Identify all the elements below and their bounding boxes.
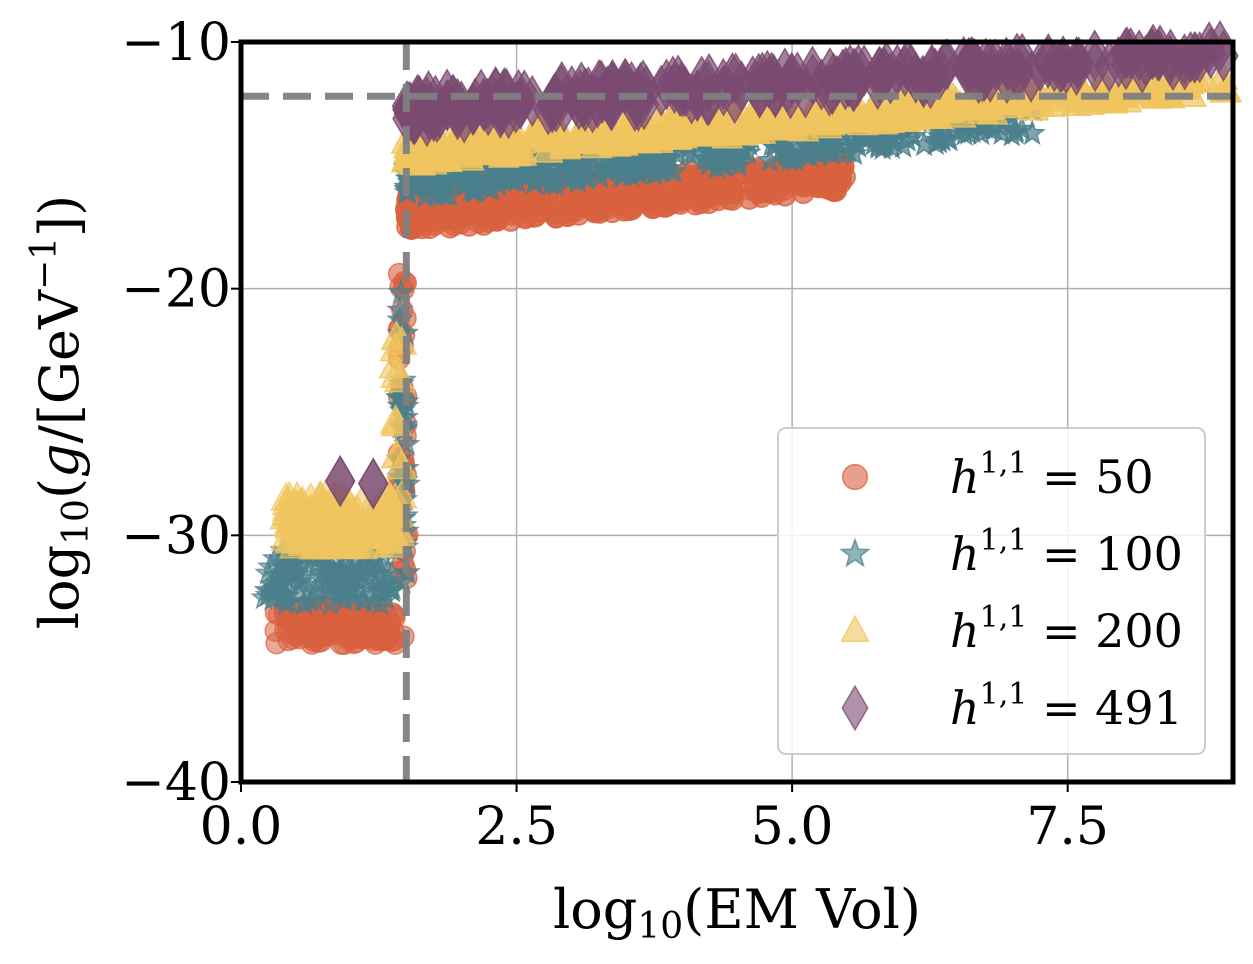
x-tick-label: 7.5 <box>1026 797 1109 857</box>
data-point <box>624 184 647 207</box>
x-axis-label: log10(EM Vol) <box>553 878 921 947</box>
data-point <box>284 614 307 637</box>
data-point <box>380 438 413 469</box>
data-point <box>756 51 787 104</box>
x-tick-label: 2.5 <box>475 797 558 857</box>
data-point <box>812 137 840 163</box>
legend-label: h1,1 = 50 <box>950 446 1154 504</box>
data-point <box>350 586 378 613</box>
data-point <box>378 348 411 379</box>
data-point <box>304 624 328 648</box>
data-point <box>679 141 707 168</box>
data-point <box>613 118 646 149</box>
legend: h1,1 = 50 h1,1 = 100 h1,1 = 200 h1,1 = 491 <box>777 427 1206 755</box>
data-point <box>586 117 619 148</box>
data-point <box>340 524 373 554</box>
y-axis-label: log10(g/[GeV−1]) <box>24 195 97 629</box>
data-point <box>958 37 990 90</box>
data-point <box>356 556 384 583</box>
y-tick-label: −10 <box>121 13 231 73</box>
data-point <box>463 165 491 191</box>
data-point <box>416 174 444 201</box>
data-point <box>652 195 675 218</box>
data-point <box>834 137 863 164</box>
data-point <box>519 160 547 187</box>
data-point <box>760 102 793 132</box>
data-point <box>792 181 815 205</box>
data-point <box>595 154 624 181</box>
data-point <box>397 144 430 175</box>
data-point <box>276 552 304 579</box>
data-point <box>1115 26 1146 80</box>
data-point <box>454 195 477 219</box>
data-point <box>275 576 303 603</box>
data-point <box>750 185 773 208</box>
data-point <box>387 278 415 305</box>
data-point <box>1001 32 1033 85</box>
data-point <box>516 74 548 128</box>
data-point <box>562 159 590 186</box>
legend-box <box>777 427 1206 755</box>
data-point <box>694 110 727 141</box>
data-point <box>817 100 850 130</box>
axis-ticks: 0.0 2.5 5.0 7.5 −40 −30 −20 −10 <box>121 13 1109 857</box>
data-point <box>1184 31 1216 84</box>
data-point <box>840 614 870 643</box>
data-point <box>290 523 323 553</box>
data-point <box>839 537 871 568</box>
x-tick-label: 0.0 <box>200 797 283 857</box>
data-point <box>634 149 662 176</box>
data-point <box>767 175 790 198</box>
data-point <box>536 169 565 196</box>
data-point <box>323 571 352 598</box>
data-point <box>1063 36 1094 89</box>
data-point <box>350 626 374 650</box>
data-point <box>427 170 456 197</box>
data-point <box>254 581 282 607</box>
legend-item: h1,1 = 100 <box>839 523 1183 581</box>
x-tick-label: 5.0 <box>751 797 834 857</box>
data-point <box>272 589 300 616</box>
data-point <box>725 151 753 178</box>
data-point <box>841 463 869 491</box>
y-tick-label: −40 <box>121 753 231 813</box>
data-point <box>684 193 707 216</box>
data-points <box>250 20 1243 656</box>
legend-item: h1,1 = 491 <box>841 677 1183 735</box>
data-point <box>538 196 562 219</box>
data-point <box>270 520 303 551</box>
data-point <box>660 157 688 184</box>
legend-label: h1,1 = 491 <box>950 677 1183 735</box>
data-point <box>926 122 954 149</box>
data-point <box>418 216 441 239</box>
data-point <box>889 132 917 158</box>
legend-item: h1,1 = 50 <box>841 446 1154 504</box>
data-point <box>300 575 328 602</box>
data-point <box>591 65 623 118</box>
y-tick-label: −20 <box>121 260 231 320</box>
data-point <box>498 136 531 167</box>
plot-frame <box>238 39 1236 785</box>
legend-label: h1,1 = 100 <box>950 523 1183 581</box>
data-point <box>841 684 869 732</box>
data-point <box>279 490 312 520</box>
data-point <box>271 562 299 589</box>
data-point <box>618 155 646 181</box>
data-point <box>424 87 456 140</box>
data-point <box>644 102 676 133</box>
data-point <box>324 454 356 508</box>
data-point <box>873 103 906 133</box>
data-point <box>371 577 399 604</box>
data-point <box>720 52 752 105</box>
y-tick-label: −30 <box>121 506 231 566</box>
series-diamond <box>324 20 1239 510</box>
data-point <box>357 457 389 510</box>
legend-label: h1,1 = 200 <box>950 600 1183 658</box>
data-point <box>842 101 875 132</box>
data-point <box>717 187 741 211</box>
data-point <box>895 43 927 96</box>
legend-item: h1,1 = 200 <box>840 600 1183 658</box>
